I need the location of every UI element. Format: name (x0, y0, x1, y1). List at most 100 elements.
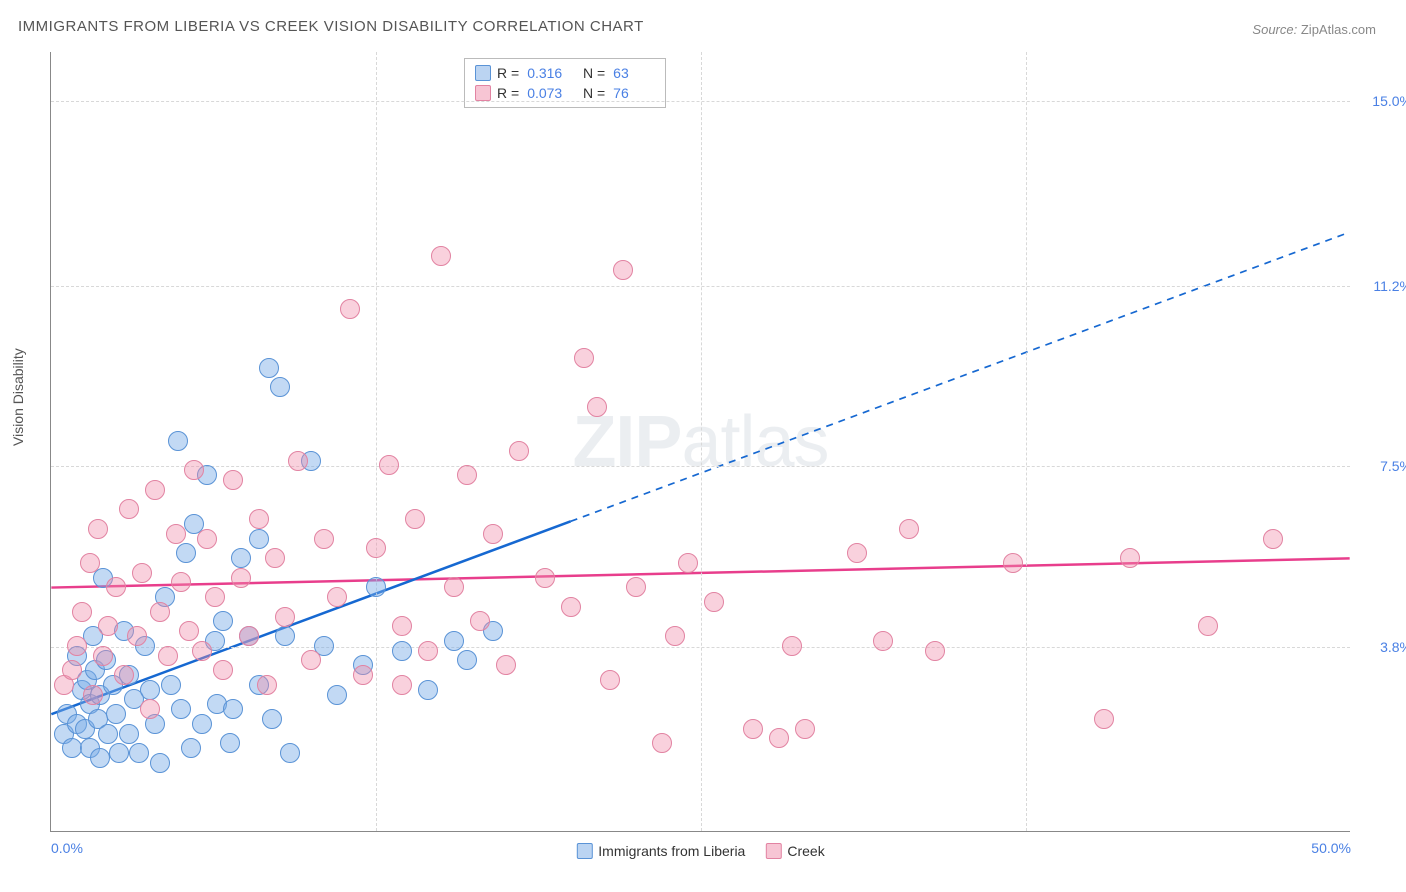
data-point (259, 358, 279, 378)
data-point (257, 675, 277, 695)
data-point (127, 626, 147, 646)
data-point (62, 660, 82, 680)
data-point (140, 699, 160, 719)
data-point (132, 563, 152, 583)
data-point (114, 665, 134, 685)
data-point (457, 650, 477, 670)
data-point (275, 607, 295, 627)
data-point (150, 753, 170, 773)
data-point (184, 460, 204, 480)
data-point (213, 660, 233, 680)
data-point (366, 577, 386, 597)
source-attribution: Source: ZipAtlas.com (1252, 22, 1376, 37)
data-point (444, 577, 464, 597)
data-point (847, 543, 867, 563)
data-point (239, 626, 259, 646)
data-point (392, 641, 412, 661)
data-point (80, 553, 100, 573)
data-point (418, 680, 438, 700)
data-point (176, 543, 196, 563)
gridline-v (376, 52, 377, 831)
data-point (119, 724, 139, 744)
data-point (288, 451, 308, 471)
data-point (1198, 616, 1218, 636)
data-point (1263, 529, 1283, 549)
data-point (340, 299, 360, 319)
data-point (179, 621, 199, 641)
y-tick-label: 3.8% (1357, 639, 1406, 655)
data-point (119, 499, 139, 519)
stat-r-label: R = (497, 65, 519, 81)
data-point (379, 455, 399, 475)
data-point (205, 587, 225, 607)
data-point (249, 529, 269, 549)
scatter-plot-area: ZIPatlas R =0.316 N =63R =0.073 N =76 Im… (50, 52, 1350, 832)
data-point (106, 704, 126, 724)
data-point (665, 626, 685, 646)
data-point (197, 529, 217, 549)
source-label: Source: (1252, 22, 1297, 37)
legend-item-liberia: Immigrants from Liberia (576, 843, 745, 859)
stat-n-label: N = (575, 85, 605, 101)
bottom-legend: Immigrants from Liberia Creek (576, 843, 824, 859)
data-point (600, 670, 620, 690)
data-point (98, 616, 118, 636)
legend-swatch-pink (765, 843, 781, 859)
stats-swatch (475, 65, 491, 81)
data-point (704, 592, 724, 612)
data-point (366, 538, 386, 558)
stat-n-value: 63 (613, 65, 655, 81)
y-axis-label: Vision Disability (10, 348, 26, 446)
data-point (535, 568, 555, 588)
data-point (925, 641, 945, 661)
data-point (90, 748, 110, 768)
watermark-atlas: atlas (681, 402, 828, 482)
data-point (899, 519, 919, 539)
data-point (181, 738, 201, 758)
data-point (145, 480, 165, 500)
data-point (795, 719, 815, 739)
y-tick-label: 7.5% (1357, 458, 1406, 474)
data-point (301, 650, 321, 670)
data-point (109, 743, 129, 763)
y-tick-label: 15.0% (1357, 93, 1406, 109)
data-point (98, 724, 118, 744)
data-point (457, 465, 477, 485)
data-point (140, 680, 160, 700)
data-point (483, 524, 503, 544)
data-point (769, 728, 789, 748)
data-point (223, 699, 243, 719)
legend-item-creek: Creek (765, 843, 824, 859)
data-point (587, 397, 607, 417)
data-point (265, 548, 285, 568)
data-point (231, 568, 251, 588)
data-point (270, 377, 290, 397)
legend-label-creek: Creek (787, 843, 824, 859)
data-point (782, 636, 802, 656)
stat-r-label: R = (497, 85, 519, 101)
data-point (652, 733, 672, 753)
legend-label-liberia: Immigrants from Liberia (598, 843, 745, 859)
x-tick-label: 50.0% (1311, 840, 1351, 856)
chart-title: IMMIGRANTS FROM LIBERIA VS CREEK VISION … (18, 18, 644, 35)
data-point (678, 553, 698, 573)
data-point (470, 611, 490, 631)
data-point (418, 641, 438, 661)
legend-swatch-blue (576, 843, 592, 859)
data-point (509, 441, 529, 461)
data-point (743, 719, 763, 739)
data-point (314, 529, 334, 549)
y-tick-label: 11.2% (1357, 278, 1406, 294)
source-link[interactable]: ZipAtlas.com (1301, 22, 1376, 37)
gridline-v (701, 52, 702, 831)
data-point (231, 548, 251, 568)
data-point (106, 577, 126, 597)
data-point (83, 685, 103, 705)
data-point (88, 519, 108, 539)
data-point (93, 646, 113, 666)
data-point (192, 641, 212, 661)
data-point (280, 743, 300, 763)
stats-row: R =0.316 N =63 (465, 63, 665, 83)
data-point (62, 738, 82, 758)
data-point (150, 602, 170, 622)
